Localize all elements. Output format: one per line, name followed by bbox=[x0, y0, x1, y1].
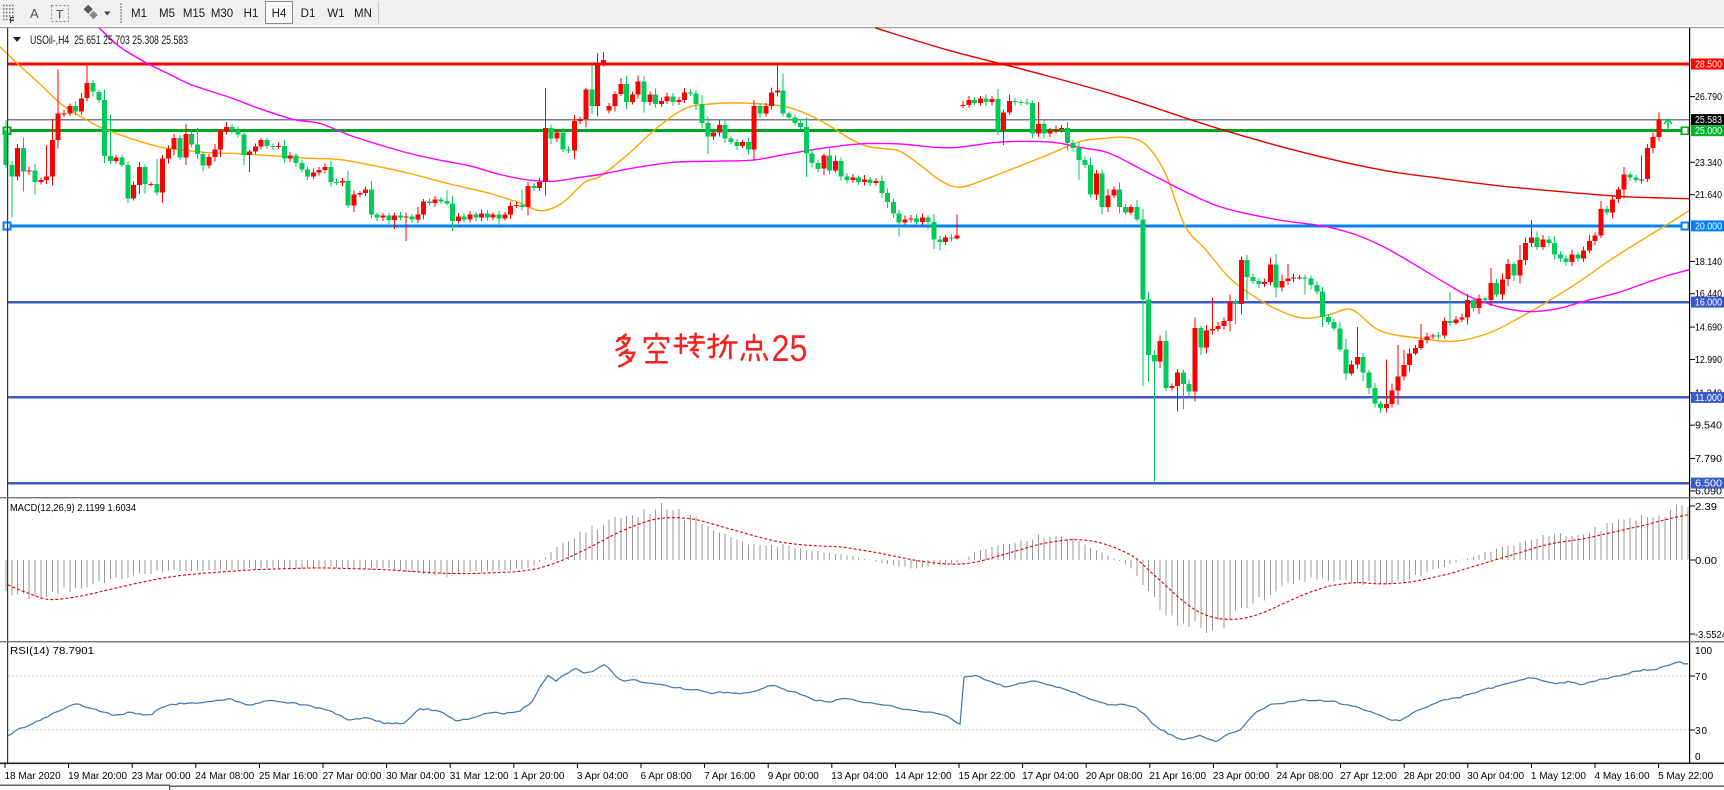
svg-text:21.640: 21.640 bbox=[1695, 190, 1722, 201]
svg-text:4 May 16:00: 4 May 16:00 bbox=[1595, 771, 1650, 782]
svg-text:15 Apr 22:00: 15 Apr 22:00 bbox=[959, 771, 1016, 782]
svg-text:M5: M5 bbox=[159, 8, 175, 20]
svg-text:13 Apr 04:00: 13 Apr 04:00 bbox=[831, 771, 888, 782]
svg-text:31 Mar 12:00: 31 Mar 12:00 bbox=[450, 771, 509, 782]
svg-text:24 Mar 08:00: 24 Mar 08:00 bbox=[195, 771, 254, 782]
svg-text:14 Apr 12:00: 14 Apr 12:00 bbox=[895, 771, 952, 782]
svg-text:9.540: 9.540 bbox=[1695, 421, 1722, 432]
svg-text:25: 25 bbox=[772, 328, 808, 369]
svg-text:20.000: 20.000 bbox=[1695, 221, 1722, 232]
svg-text:5 May 22:00: 5 May 22:00 bbox=[1658, 771, 1713, 782]
svg-text:28 Apr 20:00: 28 Apr 20:00 bbox=[1404, 771, 1461, 782]
svg-text:RSI(14) 78.7901: RSI(14) 78.7901 bbox=[10, 646, 94, 657]
svg-text:A: A bbox=[30, 6, 39, 21]
svg-text:30: 30 bbox=[1695, 726, 1707, 737]
svg-text:25 Mar 16:00: 25 Mar 16:00 bbox=[259, 771, 318, 782]
svg-text:M1: M1 bbox=[131, 8, 147, 20]
svg-text:28.500: 28.500 bbox=[1695, 60, 1722, 71]
svg-text:1 May 12:00: 1 May 12:00 bbox=[1531, 771, 1586, 782]
svg-text:MN: MN bbox=[354, 8, 372, 20]
svg-text:3 Apr 04:00: 3 Apr 04:00 bbox=[577, 771, 629, 782]
svg-text:W1: W1 bbox=[327, 8, 344, 20]
svg-text:11.000: 11.000 bbox=[1695, 393, 1722, 404]
svg-text:-3.5524: -3.5524 bbox=[1695, 630, 1724, 641]
svg-text:2.39: 2.39 bbox=[1695, 502, 1717, 513]
svg-text:H1: H1 bbox=[244, 8, 259, 20]
svg-text:USOil-,H4 25.651 25.703 25.30: USOil-,H4 25.651 25.703 25.308 25.583 bbox=[30, 33, 188, 47]
svg-text:M30: M30 bbox=[211, 8, 233, 20]
svg-text:100: 100 bbox=[1695, 646, 1712, 657]
svg-text:16.440: 16.440 bbox=[1695, 289, 1722, 300]
svg-text:14.690: 14.690 bbox=[1695, 323, 1722, 334]
svg-text:F: F bbox=[10, 16, 15, 25]
svg-text:27 Apr 12:00: 27 Apr 12:00 bbox=[1340, 771, 1397, 782]
svg-text:25.000: 25.000 bbox=[1695, 126, 1722, 137]
svg-text:6.090: 6.090 bbox=[1695, 486, 1722, 497]
svg-text:7.790: 7.790 bbox=[1695, 454, 1722, 465]
svg-text:0: 0 bbox=[1695, 752, 1701, 763]
svg-text:D1: D1 bbox=[301, 8, 316, 20]
svg-text:6.500: 6.500 bbox=[1695, 479, 1722, 490]
svg-text:18 Mar 2020: 18 Mar 2020 bbox=[5, 771, 62, 782]
svg-text:12.990: 12.990 bbox=[1695, 355, 1722, 366]
svg-text:M15: M15 bbox=[183, 8, 205, 20]
svg-text:7 Apr 16:00: 7 Apr 16:00 bbox=[704, 771, 756, 782]
svg-text:9 Apr 00:00: 9 Apr 00:00 bbox=[768, 771, 820, 782]
svg-text:6 Apr 08:00: 6 Apr 08:00 bbox=[641, 771, 693, 782]
svg-text:23 Mar 00:00: 23 Mar 00:00 bbox=[132, 771, 191, 782]
svg-text:19 Mar 20:00: 19 Mar 20:00 bbox=[68, 771, 127, 782]
svg-text:1 Apr 20:00: 1 Apr 20:00 bbox=[513, 771, 565, 782]
svg-text:T: T bbox=[56, 8, 64, 22]
svg-text:MACD(12,26,9) 2.1199 1.6034: MACD(12,26,9) 2.1199 1.6034 bbox=[10, 503, 136, 514]
svg-text:70: 70 bbox=[1695, 672, 1707, 683]
svg-text:16.000: 16.000 bbox=[1695, 298, 1722, 309]
svg-text:24 Apr 08:00: 24 Apr 08:00 bbox=[1277, 771, 1334, 782]
svg-text:21 Apr 16:00: 21 Apr 16:00 bbox=[1149, 771, 1206, 782]
svg-text:30 Mar 04:00: 30 Mar 04:00 bbox=[386, 771, 445, 782]
svg-text:25.583: 25.583 bbox=[1695, 115, 1722, 126]
svg-text:23.340: 23.340 bbox=[1695, 158, 1722, 169]
svg-text:18.140: 18.140 bbox=[1695, 257, 1722, 268]
svg-text:17 Apr 04:00: 17 Apr 04:00 bbox=[1022, 771, 1079, 782]
svg-text:26.790: 26.790 bbox=[1695, 92, 1722, 103]
svg-text:27 Mar 00:00: 27 Mar 00:00 bbox=[323, 771, 382, 782]
svg-text:20 Apr 08:00: 20 Apr 08:00 bbox=[1086, 771, 1143, 782]
svg-text:23 Apr 00:00: 23 Apr 00:00 bbox=[1213, 771, 1270, 782]
svg-text:H4: H4 bbox=[272, 8, 287, 20]
svg-text:0.00: 0.00 bbox=[1695, 556, 1717, 567]
svg-text:30 Apr 04:00: 30 Apr 04:00 bbox=[1467, 771, 1524, 782]
